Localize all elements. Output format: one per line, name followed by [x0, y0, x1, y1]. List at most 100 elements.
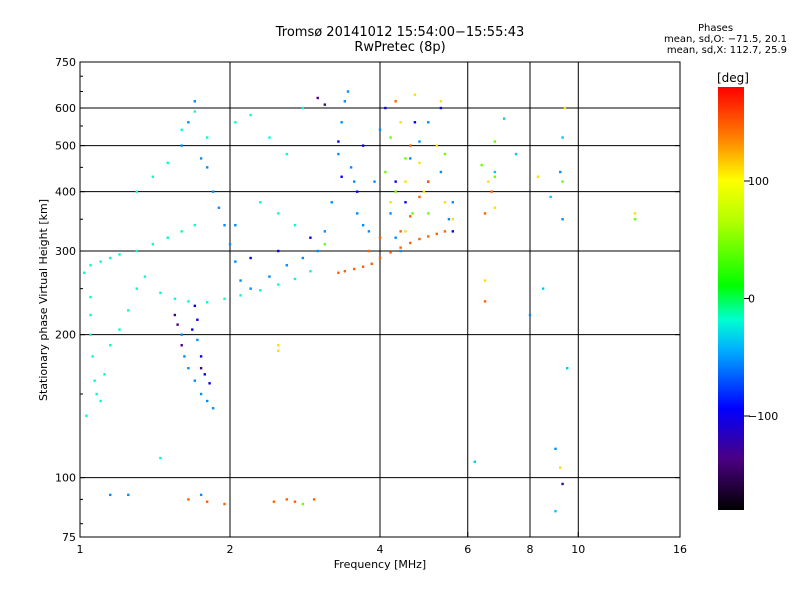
echo-point — [309, 270, 312, 273]
echo-point — [361, 265, 365, 268]
echo-point — [633, 212, 637, 215]
echo-point — [151, 175, 155, 178]
echo-point — [493, 206, 497, 209]
echo-point — [301, 256, 305, 260]
echo-point — [367, 249, 371, 253]
echo-point — [196, 318, 199, 321]
echo-point — [413, 93, 417, 96]
y-tick-label: 500 — [55, 140, 76, 153]
stats-line-x: mean, sd,X: 112.7, 25.9 — [666, 45, 787, 56]
y-tick-label: 400 — [55, 186, 76, 199]
echo-point — [337, 140, 340, 143]
echo-point — [217, 206, 221, 209]
echo-point — [259, 289, 262, 292]
echo-point — [135, 190, 138, 193]
echo-point — [118, 328, 121, 331]
echo-point — [205, 500, 209, 503]
echo-point — [211, 190, 215, 193]
echo-point — [127, 309, 130, 312]
echo-point — [234, 224, 237, 227]
chart-title-line2: RwPretec (8p) — [354, 40, 446, 55]
echo-point — [312, 498, 316, 501]
x-tick-label: 1 — [77, 543, 84, 556]
echo-point — [404, 157, 407, 160]
echo-point — [187, 366, 190, 370]
echo-point — [399, 249, 402, 253]
echo-point — [418, 140, 421, 143]
echo-point — [285, 152, 288, 156]
echo-point — [323, 243, 327, 246]
echo-point — [330, 201, 333, 204]
echo-point — [316, 96, 319, 100]
echo-point — [95, 392, 98, 396]
echo-point — [268, 136, 271, 139]
echo-point — [293, 224, 297, 227]
echo-point — [409, 144, 412, 147]
echo-point — [427, 180, 430, 183]
echo-point — [293, 277, 297, 281]
y-tick-label: 100 — [55, 472, 76, 485]
echo-point — [277, 249, 280, 253]
phase-stats: Phases mean, sd,O: −71.5, 20.1 mean, sd,… — [664, 23, 787, 56]
echo-point — [91, 355, 94, 358]
echo-point — [389, 251, 392, 254]
echo-point — [93, 379, 96, 382]
echo-point — [135, 249, 138, 253]
echo-point — [404, 201, 407, 204]
echo-point — [409, 241, 412, 245]
echo-point — [549, 195, 552, 199]
echo-point — [193, 224, 197, 227]
echo-point — [394, 100, 397, 103]
echo-point — [554, 509, 557, 513]
echo-point — [205, 399, 209, 403]
echo-point — [205, 136, 209, 139]
echo-point — [361, 224, 365, 227]
echo-point — [309, 236, 312, 239]
echo-point — [561, 180, 564, 183]
x-tick-label: 10 — [571, 543, 585, 556]
y-tick-label: 600 — [55, 102, 76, 115]
echo-point — [443, 230, 447, 233]
echo-point — [473, 460, 477, 463]
echo-point — [487, 180, 490, 183]
echo-point — [427, 212, 430, 215]
echo-point — [536, 175, 540, 178]
echo-point — [285, 264, 288, 267]
echo-point — [337, 271, 340, 274]
echo-point — [361, 144, 365, 147]
echo-point — [89, 264, 92, 267]
echo-point — [451, 218, 455, 221]
echo-point — [316, 249, 319, 253]
echo-point — [180, 144, 183, 147]
echo-point — [277, 349, 280, 352]
echo-point — [443, 201, 447, 204]
echo-point — [394, 180, 397, 183]
echo-point — [633, 218, 637, 221]
echo-point — [439, 106, 443, 110]
echo-point — [541, 287, 545, 290]
echo-point — [389, 201, 392, 204]
y-tick-label: 300 — [55, 245, 76, 258]
echo-point — [187, 498, 190, 501]
echo-point — [183, 355, 186, 358]
echo-point — [239, 294, 242, 297]
echo-point — [127, 493, 130, 497]
echo-point — [89, 333, 92, 336]
echo-point — [187, 300, 190, 303]
echo-point — [559, 170, 562, 174]
echo-point — [373, 180, 376, 183]
echo-point — [199, 366, 203, 370]
echo-point — [89, 313, 92, 317]
echo-point — [528, 313, 532, 317]
echo-point — [135, 287, 138, 290]
echo-point — [259, 201, 262, 204]
echo-point — [85, 414, 88, 417]
echo-point — [301, 106, 305, 110]
echo-point — [166, 236, 169, 239]
echo-point — [502, 117, 506, 120]
echo-point — [418, 161, 421, 165]
echo-point — [404, 230, 407, 233]
echo-point — [205, 301, 209, 304]
echo-point — [427, 121, 430, 124]
echo-point — [103, 373, 106, 376]
